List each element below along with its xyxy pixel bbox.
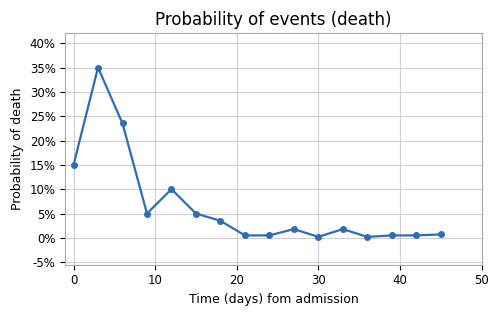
Y-axis label: Probability of death: Probability of death xyxy=(11,88,24,210)
X-axis label: Time (days) fom admission: Time (days) fom admission xyxy=(188,293,358,306)
Title: Probability of events (death): Probability of events (death) xyxy=(155,11,392,29)
